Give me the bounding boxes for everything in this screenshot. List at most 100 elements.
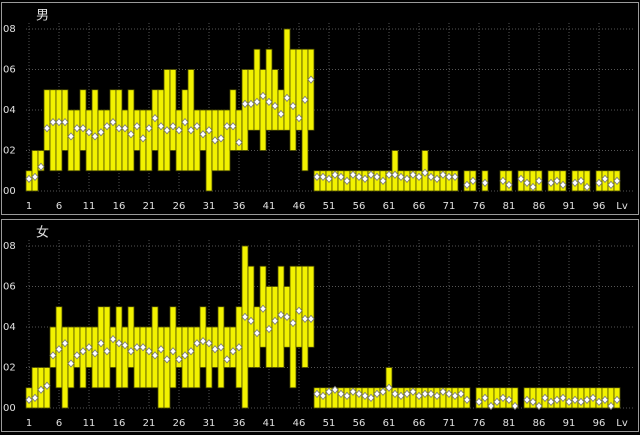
- average-marker: [85, 128, 93, 137]
- average-marker: [469, 176, 477, 185]
- average-marker: [31, 393, 39, 402]
- range-bar: [49, 326, 57, 368]
- average-marker: [415, 391, 423, 400]
- average-marker: [85, 343, 93, 352]
- x-tick-label: 11: [83, 201, 96, 212]
- x-tick-label: 36: [233, 201, 246, 212]
- range-bar: [205, 109, 213, 192]
- average-marker: [283, 93, 291, 102]
- average-marker: [463, 180, 471, 190]
- average-marker: [373, 389, 381, 398]
- average-marker: [49, 118, 57, 127]
- average-marker: [277, 310, 285, 319]
- average-marker: [499, 393, 507, 402]
- range-bar: [163, 69, 171, 172]
- average-marker: [91, 349, 99, 358]
- x-tick-label: 61: [383, 201, 396, 212]
- range-bar: [73, 326, 81, 368]
- panel-title: 女: [36, 225, 49, 241]
- average-marker: [505, 395, 513, 405]
- average-marker: [397, 172, 405, 181]
- x-tick-label: 1: [26, 201, 32, 212]
- y-tick-label: 00: [3, 403, 16, 414]
- average-marker: [325, 174, 333, 183]
- average-marker: [439, 387, 447, 396]
- average-marker: [271, 101, 279, 111]
- range-bar: [193, 326, 201, 389]
- range-bar: [271, 286, 279, 368]
- average-marker: [289, 318, 297, 328]
- average-marker: [367, 393, 375, 402]
- average-marker: [307, 75, 315, 84]
- average-marker: [163, 355, 171, 364]
- x-tick-label: 56: [353, 201, 366, 212]
- x-tick-label: 6: [56, 201, 62, 212]
- average-marker: [391, 170, 399, 179]
- average-marker: [193, 122, 201, 131]
- average-marker: [265, 324, 273, 334]
- range-bar: [97, 109, 105, 172]
- x-tick-label: 91: [563, 201, 576, 212]
- average-marker: [43, 124, 51, 133]
- average-marker: [43, 381, 51, 390]
- range-bar: [139, 326, 147, 389]
- average-marker: [103, 122, 111, 131]
- average-marker: [97, 339, 105, 348]
- average-marker: [319, 172, 327, 181]
- average-marker: [79, 124, 87, 133]
- average-marker: [283, 312, 291, 321]
- average-marker: [325, 387, 333, 396]
- average-marker: [463, 395, 471, 405]
- average-marker: [121, 341, 129, 350]
- x-tick-label: 46: [293, 418, 306, 429]
- x-tick-label: 86: [533, 201, 546, 212]
- average-marker: [451, 391, 459, 400]
- range-bar: [265, 48, 273, 131]
- average-marker: [385, 170, 393, 179]
- average-marker: [145, 124, 153, 133]
- average-marker: [403, 389, 411, 398]
- average-marker: [151, 113, 159, 123]
- range-bar: [85, 109, 93, 172]
- average-marker: [109, 118, 117, 127]
- x-tick-label: 16: [113, 201, 126, 212]
- average-marker: [199, 337, 207, 346]
- average-marker: [139, 134, 147, 143]
- average-marker: [367, 170, 375, 179]
- average-marker: [487, 401, 495, 411]
- average-marker: [115, 339, 123, 348]
- average-marker: [355, 172, 363, 181]
- range-bar: [205, 326, 213, 389]
- average-marker: [229, 122, 237, 131]
- average-marker: [529, 182, 537, 192]
- average-marker: [481, 178, 489, 188]
- x-tick-label: 46: [293, 201, 306, 212]
- x-tick-label: 31: [203, 201, 216, 212]
- range-bar: [163, 326, 171, 409]
- range-bar: [187, 69, 195, 172]
- range-bar: [307, 265, 315, 348]
- average-marker: [61, 339, 69, 348]
- average-marker: [373, 172, 381, 181]
- average-marker: [457, 389, 465, 398]
- x-tick-label: 96: [593, 418, 606, 429]
- average-marker: [25, 174, 33, 183]
- average-marker: [79, 347, 87, 356]
- average-marker: [589, 393, 597, 402]
- x-tick-label: 36: [233, 418, 246, 429]
- x-tick-label: 51: [323, 201, 336, 212]
- x-tick-label: 71: [443, 201, 456, 212]
- average-marker: [445, 172, 453, 181]
- range-bar: [43, 89, 51, 151]
- average-marker: [139, 343, 147, 352]
- average-marker: [475, 397, 483, 407]
- range-bar: [133, 326, 141, 389]
- average-marker: [361, 174, 369, 183]
- average-marker: [73, 124, 81, 133]
- x-tick-label: 61: [383, 418, 396, 429]
- average-marker: [595, 397, 603, 407]
- average-marker: [433, 174, 441, 183]
- range-bar: [79, 326, 87, 389]
- average-marker: [55, 118, 63, 127]
